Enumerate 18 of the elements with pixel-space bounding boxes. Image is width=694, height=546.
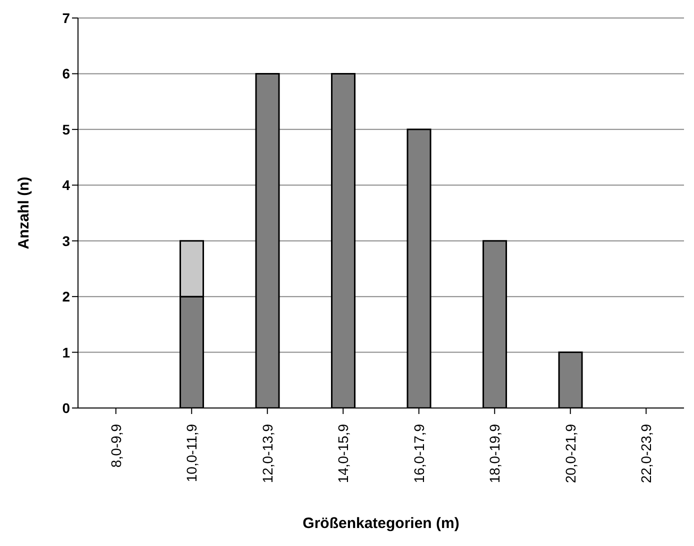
x-tick-label: 22,0-23,9 [638, 424, 654, 484]
y-tick-label: 7 [62, 10, 70, 26]
y-tick-label: 1 [62, 344, 70, 360]
x-tick-label: 18,0-19,9 [486, 424, 503, 484]
y-tick-label: 2 [62, 288, 70, 305]
x-tick-label: 12,0-13,9 [259, 424, 276, 484]
y-tick-label: 3 [62, 232, 70, 249]
x-tick-label: 10,0-11,9 [184, 424, 200, 482]
x-tick-label: 20,0-21,9 [562, 424, 578, 484]
x-axis-title: Größenkategorien (m) [302, 515, 460, 532]
y-tick-label: 5 [62, 121, 70, 138]
y-axis-title: Anzahl (n) [15, 176, 32, 250]
y-tick-label: 4 [62, 177, 70, 194]
x-tick-label: 8,0-9,9 [108, 424, 124, 468]
y-tick-label: 6 [62, 66, 70, 82]
y-tick-label: 0 [62, 400, 70, 416]
x-tick-label: 14,0-15,9 [335, 424, 352, 484]
x-tick-label: 16,0-17,9 [410, 424, 427, 484]
